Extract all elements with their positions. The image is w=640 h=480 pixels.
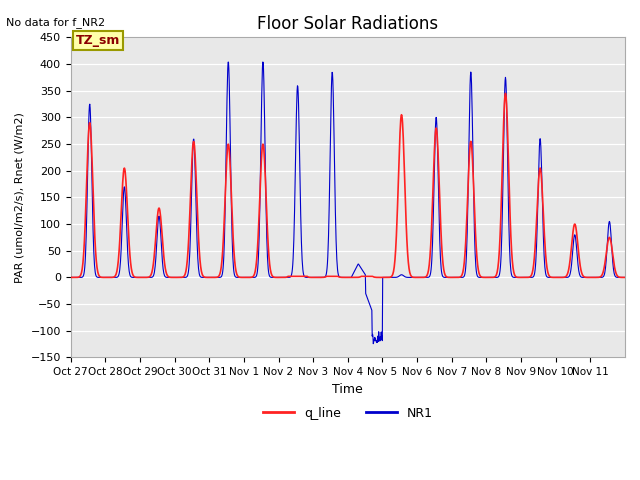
X-axis label: Time: Time xyxy=(332,383,364,396)
Legend: q_line, NR1: q_line, NR1 xyxy=(258,402,438,425)
Title: Floor Solar Radiations: Floor Solar Radiations xyxy=(257,15,438,33)
Text: No data for f_NR2: No data for f_NR2 xyxy=(6,17,106,28)
Y-axis label: PAR (umol/m2/s), Rnet (W/m2): PAR (umol/m2/s), Rnet (W/m2) xyxy=(15,112,25,283)
Text: TZ_sm: TZ_sm xyxy=(76,34,120,47)
